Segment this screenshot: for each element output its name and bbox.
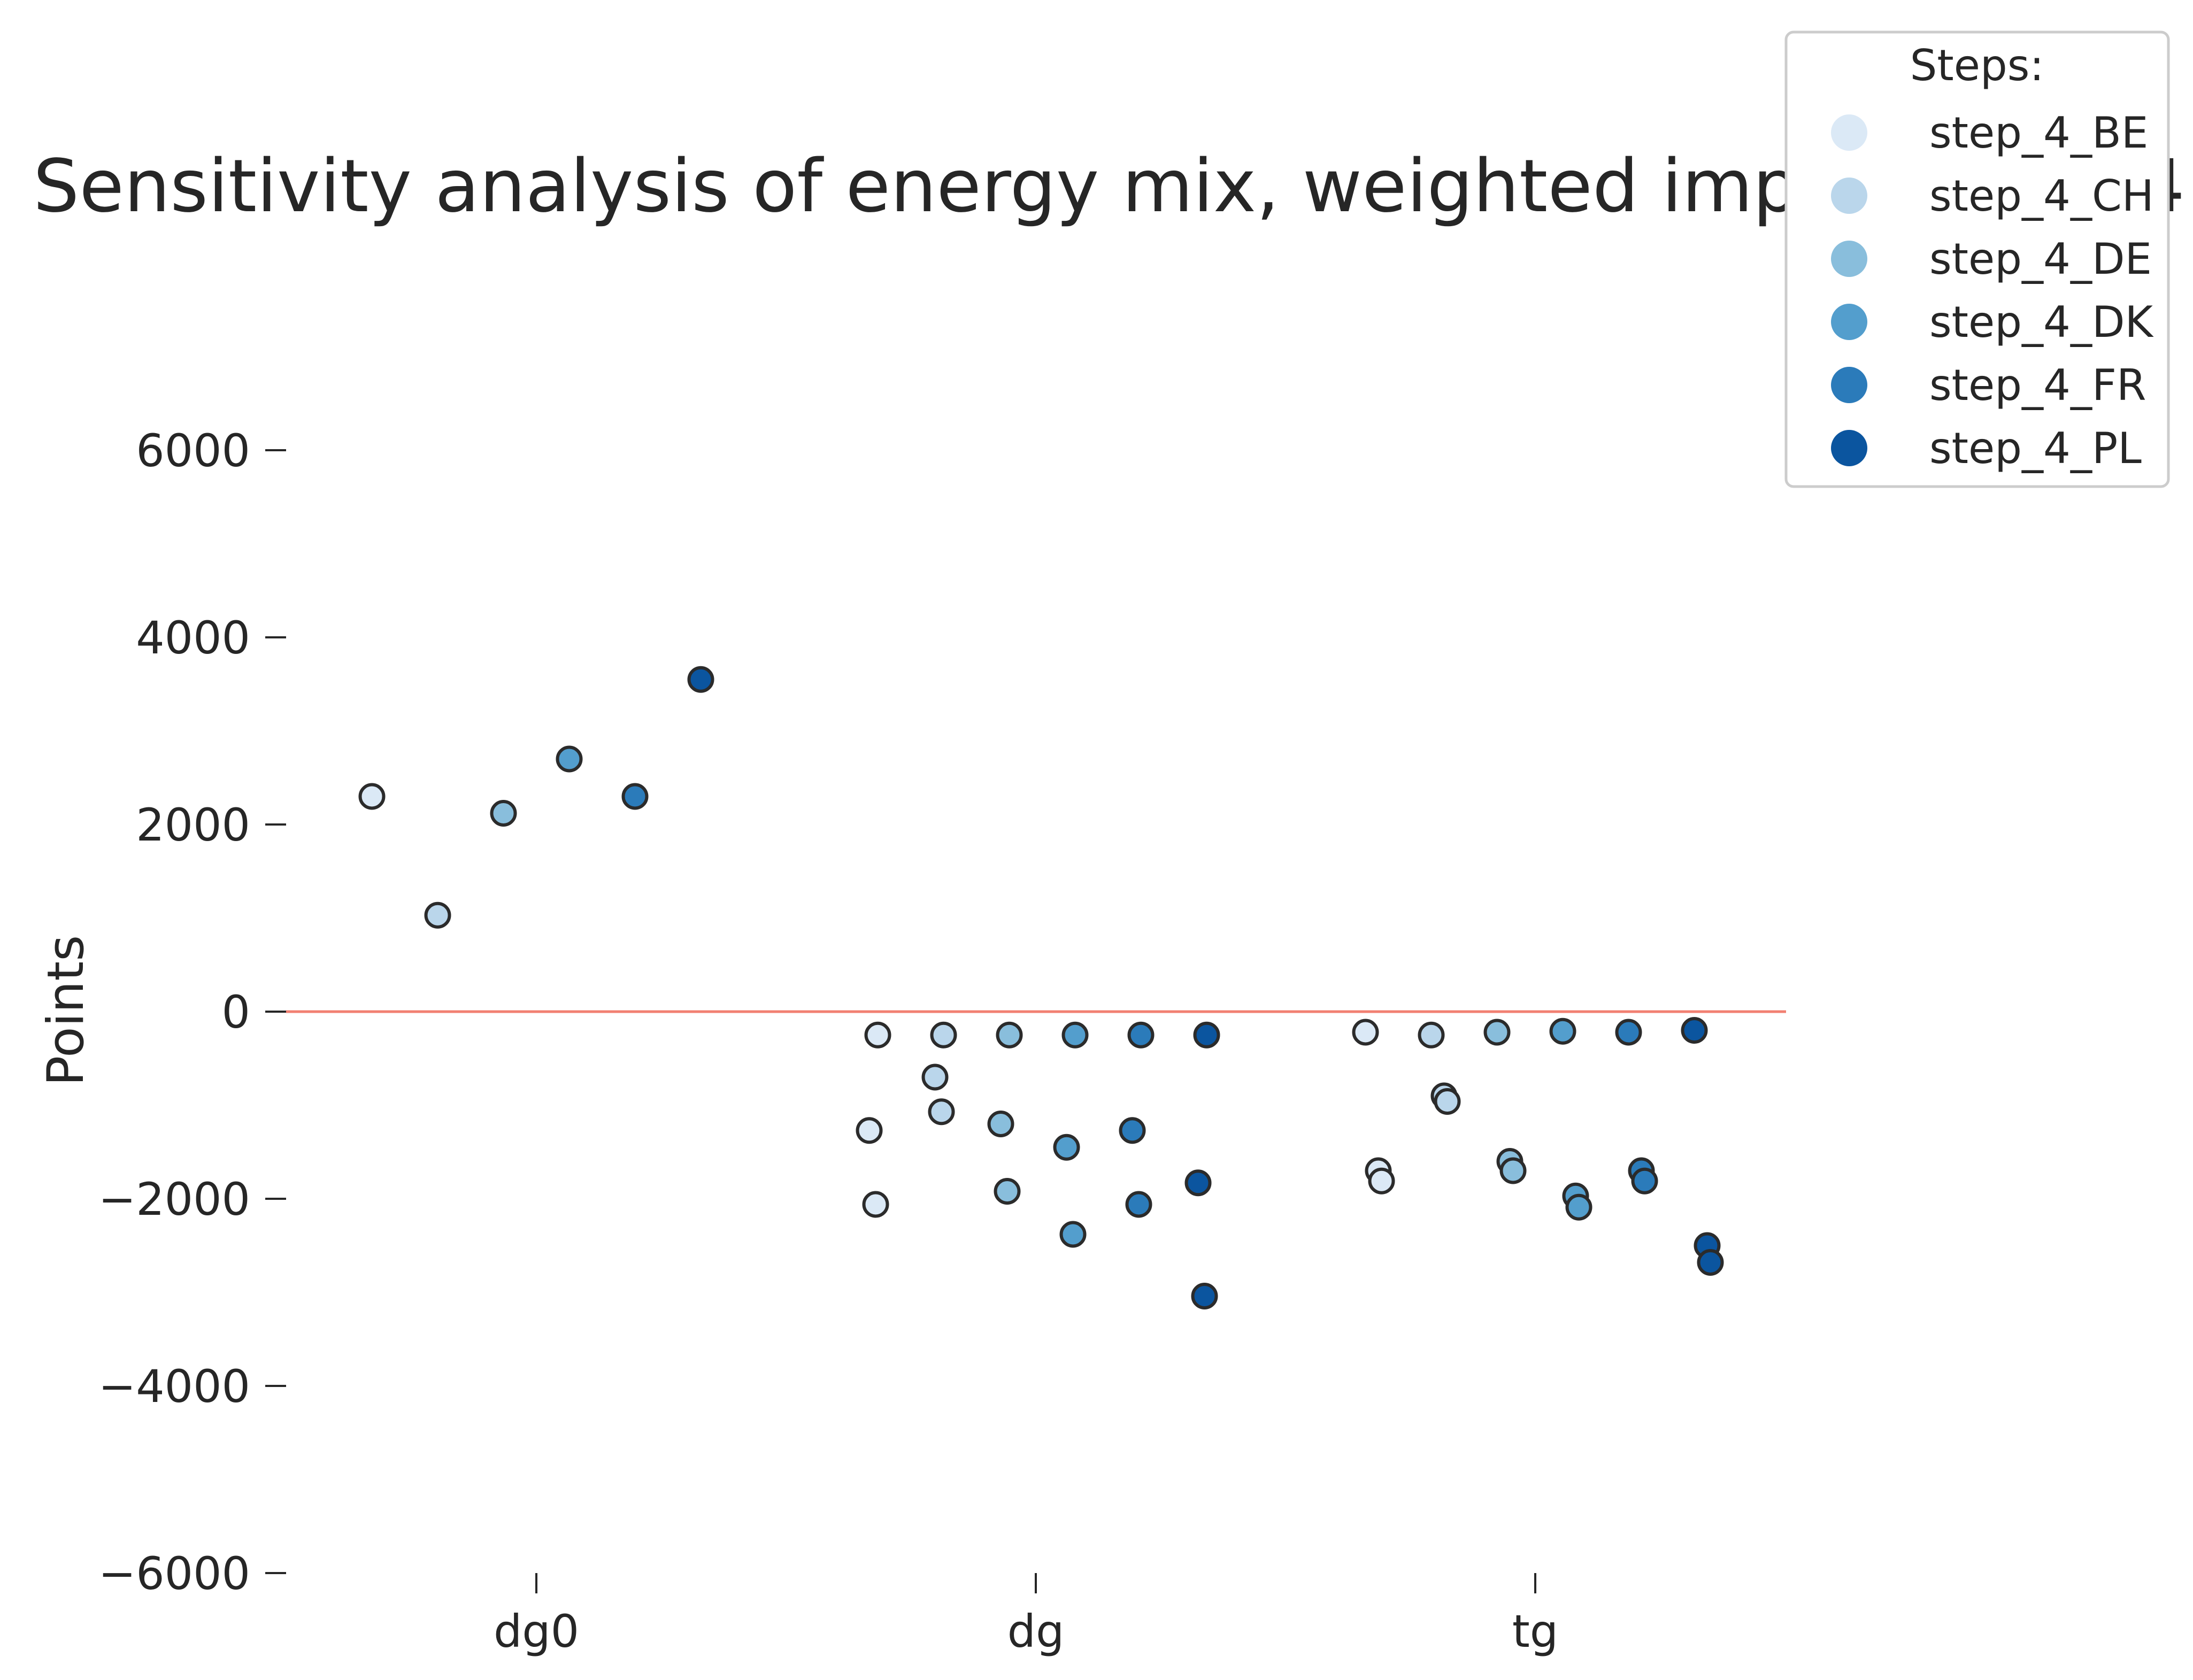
data-point-step_4_DK-dg0	[556, 745, 583, 773]
legend-title: Steps:	[1910, 41, 2044, 90]
data-point-step_4_PL-tg	[1681, 1017, 1708, 1044]
legend-box	[1784, 30, 2170, 488]
y-axis: 6000 4000 2000 0 −2000 −4000 −6000	[98, 425, 286, 1600]
data-point-step_4_FR-dg	[1127, 1021, 1155, 1049]
x-tick-label-dg: dg	[1007, 1605, 1065, 1658]
legend-marker-step_4_PL	[1831, 430, 1867, 466]
y-tick-label: 2000	[136, 799, 250, 851]
data-point-step_4_CH-dg	[930, 1021, 957, 1049]
legend-marker-step_4_BE	[1831, 114, 1867, 151]
data-point-step_4_FR-tg	[1615, 1019, 1642, 1046]
legend: Steps: step_4_BE step_4_CH step_4_DE step_4…	[1784, 30, 2170, 488]
data-point-step_4_PL-dg	[1191, 1283, 1218, 1309]
y-tick-label: 4000	[136, 612, 250, 664]
legend-label-step_4_BE: step_4_BE	[1929, 108, 2148, 158]
data-point-step_4_DK-dg	[1053, 1134, 1080, 1161]
data-point-step_4_CH-tg	[1434, 1088, 1461, 1115]
data-point-step_4_DK-tg	[1549, 1018, 1576, 1045]
data-point-step_4_DK-dg	[1059, 1221, 1087, 1248]
data-point-step_4_DK-dg	[1061, 1021, 1089, 1049]
data-point-step_4_BE-dg	[864, 1021, 891, 1049]
legend-label-step_4_FR: step_4_FR	[1929, 360, 2146, 410]
data-point-step_4_BE-tg	[1352, 1019, 1379, 1046]
data-point-step_4_DE-dg	[996, 1021, 1023, 1049]
data-point-step_4_PL-tg	[1697, 1249, 1724, 1276]
data-point-step_4_CH-tg	[1418, 1021, 1445, 1049]
data-points	[358, 666, 1724, 1309]
data-point-step_4_DE-dg0	[490, 800, 517, 827]
data-point-step_4_CH-dg	[928, 1098, 955, 1126]
y-tick-label: 0	[222, 986, 250, 1038]
x-axis: dg0 dg tg	[494, 1573, 1558, 1658]
data-point-step_4_CH-dg0	[424, 901, 451, 929]
y-tick-label: −4000	[98, 1360, 250, 1413]
data-point-step_4_BE-dg0	[358, 783, 386, 810]
y-tick-label: −6000	[98, 1547, 250, 1600]
legend-marker-step_4_CH	[1831, 178, 1867, 214]
legend-label-step_4_CH: step_4_CH	[1929, 171, 2154, 221]
data-point-step_4_DE-tg	[1483, 1019, 1511, 1046]
data-point-step_4_FR-dg0	[621, 783, 649, 810]
data-point-step_4_FR-dg	[1125, 1191, 1152, 1218]
data-point-step_4_PL-dg	[1184, 1169, 1212, 1197]
data-point-step_4_CH-dg	[921, 1064, 949, 1091]
data-point-step_4_PL-dg	[1193, 1021, 1220, 1049]
legend-marker-step_4_DE	[1831, 241, 1867, 277]
legend-label-step_4_PL: step_4_PL	[1929, 423, 2142, 473]
data-point-step_4_FR-dg	[1119, 1117, 1146, 1144]
data-point-step_4_BE-dg	[856, 1117, 883, 1144]
legend-marker-step_4_FR	[1831, 367, 1867, 403]
legend-label-step_4_DE: step_4_DE	[1929, 234, 2152, 284]
data-point-step_4_BE-dg	[862, 1191, 889, 1218]
x-tick-label-tg: tg	[1512, 1605, 1558, 1658]
data-point-step_4_DK-tg	[1565, 1193, 1592, 1221]
x-tick-label-dg0: dg0	[494, 1605, 579, 1658]
legend-label-step_4_DK: step_4_DK	[1929, 297, 2154, 347]
data-point-step_4_DE-dg	[994, 1178, 1021, 1205]
y-tick-label: −2000	[98, 1173, 250, 1226]
legend-marker-step_4_DK	[1831, 304, 1867, 340]
y-axis-label: Points	[37, 935, 95, 1086]
data-point-step_4_DE-dg	[987, 1111, 1014, 1137]
y-tick-label: 6000	[136, 425, 250, 477]
data-point-step_4_PL-dg0	[687, 666, 714, 693]
data-point-step_4_FR-tg	[1631, 1167, 1658, 1195]
data-point-step_4_BE-tg	[1368, 1167, 1395, 1195]
data-point-step_4_DE-tg	[1499, 1157, 1527, 1184]
